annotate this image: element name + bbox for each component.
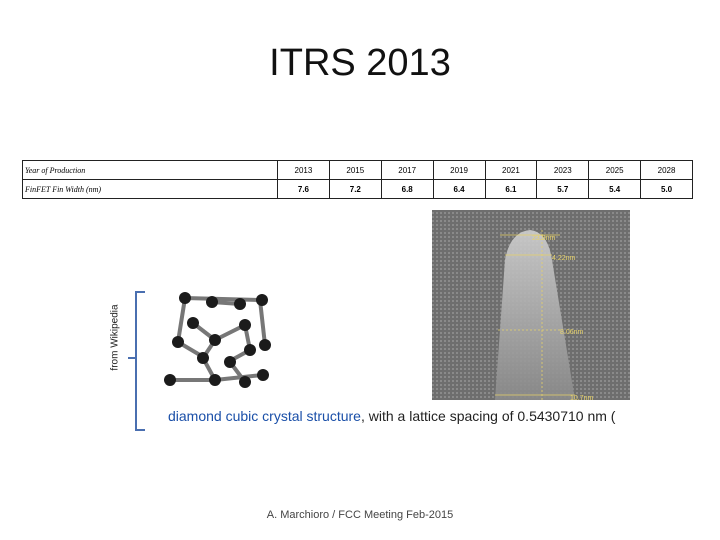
micrograph: 23.9nm 4.22nm 8.06nm 10.7nm — [432, 210, 630, 402]
crystal-structure — [164, 292, 271, 388]
measure-label: 4.22nm — [552, 255, 576, 262]
caption-text: , with a lattice spacing of 0.5430710 nm… — [360, 408, 616, 424]
footer: A. Marchioro / FCC Meeting Feb-2015 — [266, 509, 454, 521]
measure-label: 8.06nm — [560, 329, 584, 336]
table-cell: 7.6 — [277, 179, 330, 199]
caption: diamond cubic crystal structure, with a … — [168, 408, 615, 424]
side-note: from Wikipedia — [109, 304, 121, 371]
measure-label: 10.7nm — [570, 395, 594, 402]
table-row: FinFET Fin Width (nm) 7.6 7.2 6.8 6.4 6.1 5.7 5… — [22, 179, 693, 199]
caption-link[interactable]: diamond cubic — [168, 408, 259, 424]
table-cell: 5.0 — [640, 179, 693, 199]
slide-title: ITRS 2013 — [269, 42, 451, 84]
table-cell: 6.1 — [484, 179, 538, 199]
itrs-table: Year of Production 2013 2015 2017 2019 2021 20… — [22, 160, 693, 199]
table-row: Year of Production 2013 2015 2017 2019 2021 20… — [22, 160, 693, 180]
row-header: FinFET Fin Width (nm) — [22, 179, 278, 199]
table-cell: 5.4 — [588, 179, 642, 199]
measure-label: 23.9nm — [532, 235, 556, 242]
caption-link[interactable]: crystal structure — [258, 408, 361, 424]
bracket — [128, 291, 145, 431]
